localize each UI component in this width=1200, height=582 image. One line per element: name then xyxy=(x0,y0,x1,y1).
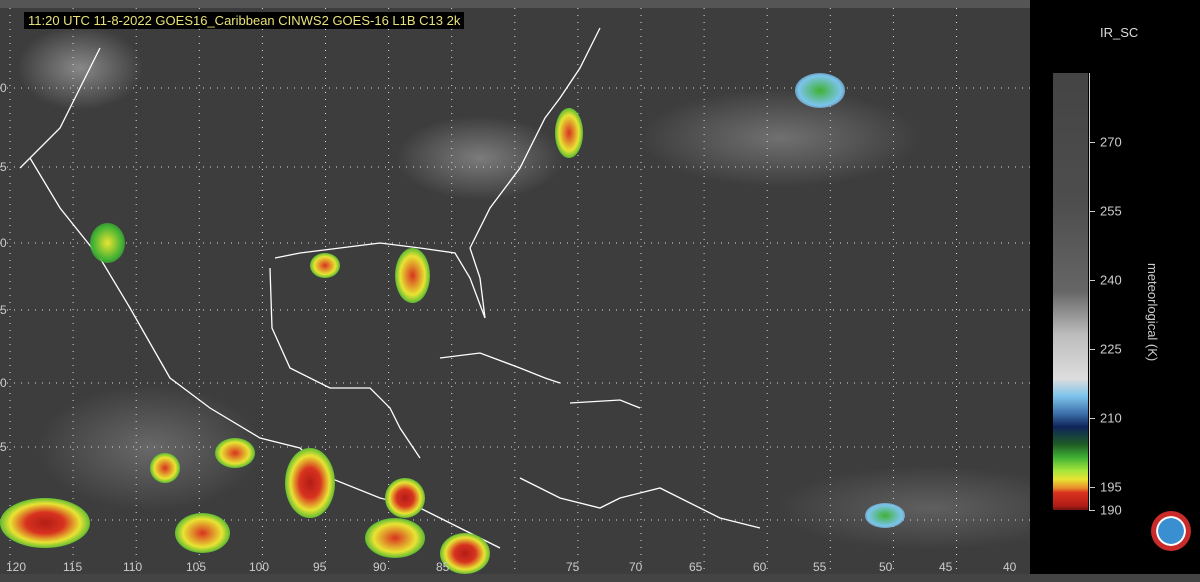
longitude-label: 40 xyxy=(1003,560,1017,574)
longitude-label: 115 xyxy=(63,560,83,574)
convective-cell xyxy=(310,253,340,278)
latitude-label: 0 xyxy=(0,81,7,95)
convective-cell xyxy=(395,248,430,303)
longitude-label: 70 xyxy=(629,560,643,574)
longitude-label: 95 xyxy=(313,560,327,574)
map-overlay xyxy=(0,8,1030,574)
convective-cell xyxy=(215,438,255,468)
longitude-label: 85 xyxy=(436,560,450,574)
latitude-label: 5 xyxy=(0,160,7,174)
colorbar-tick-label: 190 xyxy=(1100,502,1122,518)
graticule xyxy=(0,8,1030,574)
latitude-label: 0 xyxy=(0,236,7,250)
colorbar-legend: IR_SC 270 255 240 225 210 195 190 meteorlogica… xyxy=(1030,8,1200,574)
colorbar-tick xyxy=(1089,349,1095,350)
convective-cell xyxy=(90,223,125,263)
colorbar-tick-label: 225 xyxy=(1100,341,1122,357)
colorbar-tick-label: 255 xyxy=(1100,203,1122,219)
convective-cell xyxy=(440,533,490,574)
longitude-label: 50 xyxy=(879,560,893,574)
longitude-label: 110 xyxy=(123,560,143,574)
coastlines xyxy=(19,27,761,549)
colorbar xyxy=(1053,73,1088,510)
convective-cell xyxy=(285,448,335,518)
image-title: 11:20 UTC 11-8-2022 GOES16_Caribbean CIN… xyxy=(24,12,465,29)
colorbar-tick xyxy=(1089,142,1095,143)
colorbar-tick xyxy=(1089,280,1095,281)
colorbar-axis xyxy=(1089,73,1090,510)
longitude-label: 105 xyxy=(186,560,207,574)
longitude-label: 55 xyxy=(813,560,827,574)
latitude-label: 5 xyxy=(0,440,7,454)
colorbar-tick xyxy=(1089,510,1095,511)
convective-cell xyxy=(385,478,425,518)
colorbar-tick xyxy=(1089,487,1095,488)
colorbar-tick-label: 240 xyxy=(1100,272,1122,288)
convective-cell xyxy=(795,73,845,108)
unit-label: meteorlogical (K) xyxy=(1145,263,1160,362)
longitude-label: 65 xyxy=(689,560,703,574)
latitude-label: 0 xyxy=(0,376,7,390)
colorbar-tick xyxy=(1089,211,1095,212)
longitude-label: 90 xyxy=(373,560,387,574)
latitude-label: 5 xyxy=(0,303,7,317)
longitude-label: 60 xyxy=(753,560,767,574)
convective-cell xyxy=(0,498,90,548)
colorbar-tick xyxy=(1089,418,1095,419)
convective-cell xyxy=(175,513,230,553)
longitude-label: 45 xyxy=(939,560,953,574)
convective-cell xyxy=(150,453,180,483)
colorbar-tick-label: 195 xyxy=(1100,479,1122,495)
convective-cell xyxy=(865,503,905,528)
colorbar-tick-label: 210 xyxy=(1100,410,1122,426)
colorbar-tick-label: 270 xyxy=(1100,134,1122,150)
legend-title: IR_SC xyxy=(1100,25,1139,40)
longitude-label: 75 xyxy=(566,560,580,574)
satellite-map xyxy=(0,8,1030,574)
weather-service-logo xyxy=(1151,511,1191,551)
longitude-label: 120 xyxy=(6,560,27,574)
bottom-border xyxy=(0,574,1200,582)
longitude-label: 100 xyxy=(249,560,270,574)
convective-cell xyxy=(555,108,583,158)
convective-cell xyxy=(365,518,425,558)
top-border xyxy=(0,0,1030,8)
